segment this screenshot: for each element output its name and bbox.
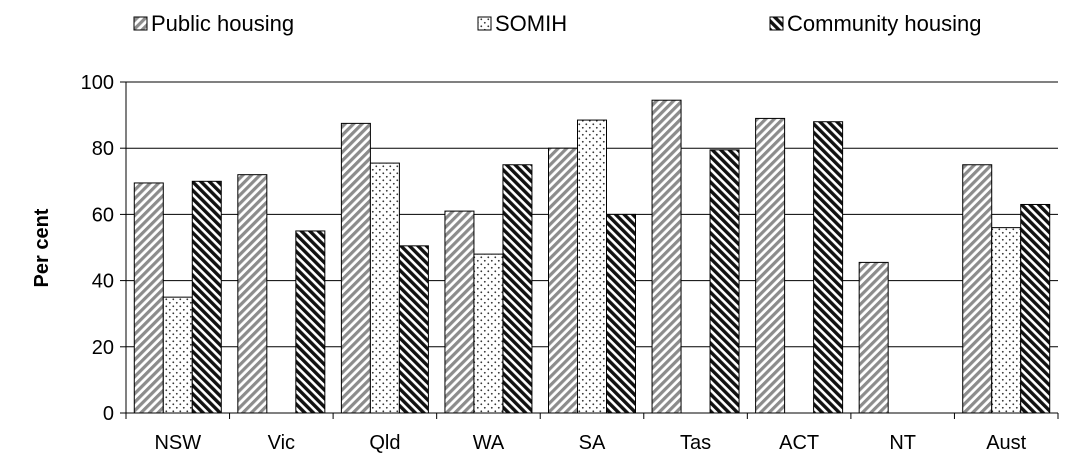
x-tick-labels: NSW Vic Qld WA SA Tas ACT NT Aust [154,432,1026,454]
legend-label-community-housing: Community housing [787,11,981,36]
bar-nsw-public-housing [133,182,164,414]
bar-wa-public-housing [444,210,475,414]
bar-qld-somih [369,162,400,414]
bar-aust-somih [991,227,1022,414]
bar-nsw-somih [162,296,193,414]
y-tick-label-0: 0 [103,403,114,425]
bar-vic-public-housing [237,174,268,414]
bar-tas-public-housing [651,99,682,414]
bar-qld-community-housing [398,245,429,414]
bar-wa-somih [473,253,504,414]
bar-act-public-housing [755,117,786,414]
bar-nt-public-housing [858,261,889,414]
x-tick-label-tas: Tas [680,432,711,454]
y-tick-label-20: 20 [92,337,114,359]
bar-sa-public-housing [548,147,578,414]
bar-sa-somih [577,119,607,414]
x-tick-label-nsw: NSW [154,432,201,454]
bar-aust-community-housing [1020,203,1051,414]
x-tick-label-qld: Qld [369,432,400,454]
bar-tas-community-housing [709,149,740,414]
y-tick-label-40: 40 [92,271,114,293]
x-tick-label-act: ACT [779,432,819,454]
y-tick-label-80: 80 [92,138,114,160]
bar-nsw-community-housing [191,180,222,414]
legend-label-somih: SOMIH [495,11,567,36]
legend-swatch-public-housing [133,16,148,31]
y-tick-labels: 0 20 40 60 80 100 [81,72,114,425]
bar-act-community-housing [813,121,844,414]
y-tick-label-60: 60 [92,204,114,226]
y-axis-label: Per cent [31,208,53,287]
legend-swatch-somih [477,16,492,31]
bar-aust-public-housing [962,164,993,414]
bars [133,99,1051,414]
x-tick-label-sa: SA [579,432,606,454]
bar-vic-community-housing [295,230,326,414]
bar-qld-public-housing [340,122,371,414]
legend-label-public-housing: Public housing [151,11,294,36]
legend-swatch-community-housing [769,16,784,31]
x-tick-label-nt: NT [889,432,916,454]
axes [120,81,1059,419]
bar-wa-community-housing [502,164,533,414]
y-tick-label-100: 100 [81,72,114,94]
bar-sa-community-housing [606,213,636,414]
x-tick-label-vic: Vic [268,432,295,454]
x-tick-label-wa: WA [473,432,505,454]
x-tick-label-aust: Aust [986,432,1026,454]
legend: Public housing SOMIH Community housing [133,11,981,36]
